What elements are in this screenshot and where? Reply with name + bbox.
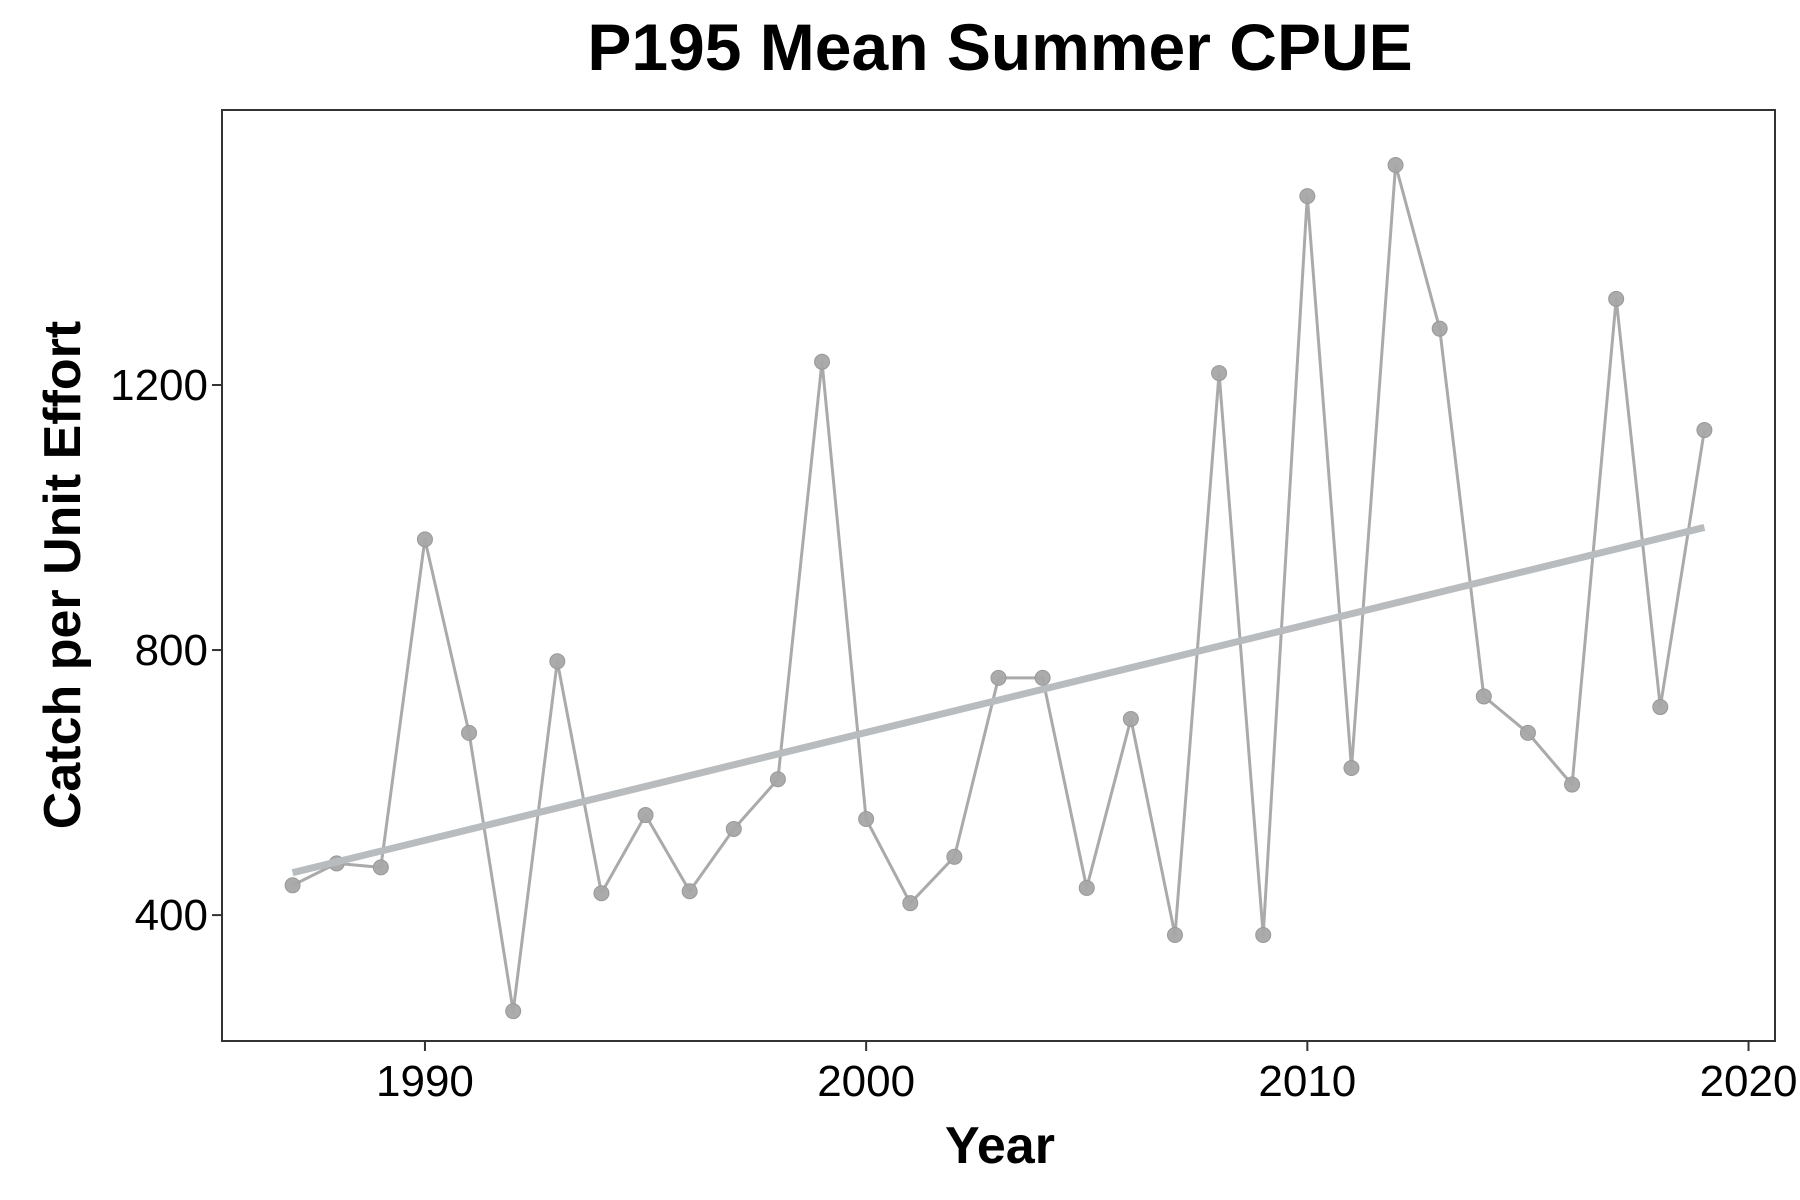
data-point [769,771,786,788]
data-point [1608,290,1625,307]
data-point [681,883,698,900]
y-tick-label: 800 [135,626,208,675]
data-point [1387,156,1404,173]
data-point [549,653,566,670]
x-axis: 1990 2000 2010 2020 [376,1041,1797,1106]
y-tick-label: 400 [135,891,208,940]
data-point [1299,188,1316,205]
data-point [725,820,742,837]
data-point [858,811,875,828]
data-point [1343,759,1360,776]
y-axis-label: Catch per Unit Effort [34,321,92,829]
y-axis: 400 800 1200 [110,361,222,940]
data-point [593,885,610,902]
data-point [814,353,831,370]
data-point [416,531,433,548]
data-point [902,895,919,912]
plot-panel [221,109,1776,1042]
x-tick-label: 2000 [817,1057,915,1106]
data-point [1034,669,1051,686]
data-point [946,848,963,865]
data-point [1211,365,1228,382]
data-point [1475,688,1492,705]
data-point [990,669,1007,686]
x-tick-label: 1990 [376,1057,474,1106]
data-point [461,724,478,741]
chart-title: P195 Mean Summer CPUE [587,10,1412,84]
data-point [1519,724,1536,741]
data-point [505,1003,522,1020]
data-point [1078,879,1095,896]
data-point [1431,320,1448,337]
y-tick-label: 1200 [110,361,208,410]
x-axis-label: Year [945,1117,1055,1175]
x-tick-label: 2010 [1258,1057,1356,1106]
data-point [372,859,389,876]
trend-line [291,524,1706,877]
data-point [1122,710,1139,727]
data-point [284,877,301,894]
trend-layer [291,524,1706,877]
data-point [1166,926,1183,943]
data-point [1564,776,1581,793]
data-point [1696,422,1713,439]
data-point [637,807,654,824]
data-point [1255,926,1272,943]
x-tick-label: 2020 [1700,1057,1798,1106]
data-point [1652,699,1669,716]
